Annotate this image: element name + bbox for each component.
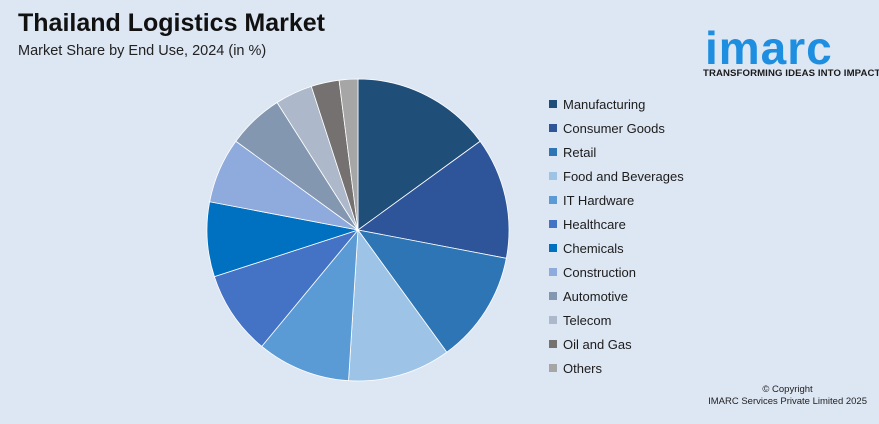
legend-item-food-and-beverages: Food and Beverages — [549, 164, 684, 188]
pie-slice-it-hardware — [261, 228, 359, 382]
copyright: © Copyright IMARC Services Private Limit… — [708, 384, 867, 408]
legend-swatch — [549, 172, 557, 180]
legend-swatch — [549, 196, 557, 204]
pie-slice-manufacturing — [357, 78, 481, 231]
chart-title: Thailand Logistics Market — [18, 9, 326, 37]
legend-label: Retail — [563, 144, 597, 160]
legend-label: Manufacturing — [563, 96, 646, 112]
imarc-tagline: TRANSFORMING IDEAS INTO IMPACT — [703, 68, 879, 79]
legend-swatch — [549, 124, 557, 132]
legend-swatch — [549, 292, 557, 300]
svg-text:imarc: imarc — [705, 24, 833, 72]
legend-item-consumer-goods: Consumer Goods — [549, 116, 684, 140]
legend-label: Automotive — [563, 288, 629, 304]
legend-label: Others — [563, 360, 603, 376]
pie-slice-retail — [357, 229, 507, 353]
legend-item-oil-and-gas: Oil and Gas — [549, 332, 684, 356]
imarc-logo-wordmark: imarc — [705, 24, 833, 72]
legend-swatch — [549, 316, 557, 324]
legend-swatch — [549, 340, 557, 348]
legend-item-it-hardware: IT Hardware — [549, 188, 684, 212]
legend-item-construction: Construction — [549, 260, 684, 284]
legend-label: Food and Beverages — [563, 168, 684, 184]
legend-swatch — [549, 244, 557, 252]
legend-item-healthcare: Healthcare — [549, 212, 684, 236]
pie-slice-others — [338, 78, 359, 231]
legend-label: Construction — [563, 264, 636, 280]
legend-label: Healthcare — [563, 216, 626, 232]
legend-swatch — [549, 220, 557, 228]
legend-item-chemicals: Chemicals — [549, 236, 684, 260]
legend-item-others: Others — [549, 356, 684, 380]
legend-item-retail: Retail — [549, 140, 684, 164]
copyright-line-2: IMARC Services Private Limited 2025 — [708, 396, 867, 407]
legend-label: Oil and Gas — [563, 336, 632, 352]
imarc-logo: imarc TRANSFORMING IDEAS INTO IMPACT — [703, 6, 879, 84]
legend-swatch — [549, 148, 557, 156]
legend-swatch — [549, 100, 557, 108]
legend-item-telecom: Telecom — [549, 308, 684, 332]
copyright-line-1: © Copyright — [762, 384, 813, 395]
legend-label: Chemicals — [563, 240, 624, 256]
chart-legend: Manufacturing Consumer Goods Retail Food an… — [549, 92, 684, 380]
chart-subtitle: Market Share by End Use, 2024 (in %) — [18, 43, 267, 59]
legend-label: Consumer Goods — [563, 120, 665, 136]
pie-slice-healthcare — [213, 229, 360, 347]
legend-swatch — [549, 268, 557, 276]
legend-label: IT Hardware — [563, 192, 635, 208]
pie-slice-food-and-beverages — [348, 228, 448, 382]
legend-item-manufacturing: Manufacturing — [549, 92, 684, 116]
legend-label: Telecom — [563, 312, 612, 328]
legend-swatch — [549, 364, 557, 372]
legend-item-automotive: Automotive — [549, 284, 684, 308]
pie-slice-consumer-goods — [357, 140, 510, 259]
